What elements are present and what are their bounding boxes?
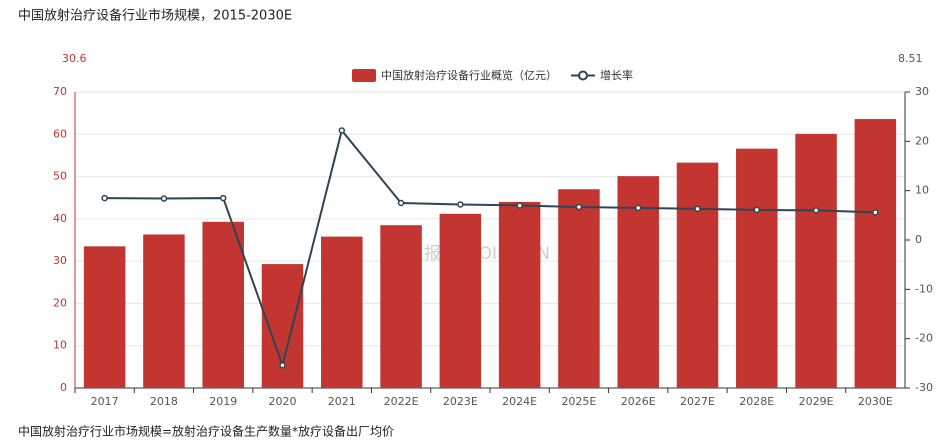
y-tick-label: 10 [53, 339, 67, 352]
bar [83, 246, 126, 388]
bar [558, 189, 600, 388]
y2-tick-label: -10 [915, 282, 933, 295]
y-tick-label: 20 [53, 296, 67, 309]
line-point [101, 194, 108, 202]
line-point [160, 195, 168, 202]
line-point [812, 207, 820, 214]
bar [202, 221, 244, 388]
line-point [753, 206, 761, 214]
line-point [397, 199, 405, 207]
bar [143, 234, 185, 388]
y-tick-label: 30 [53, 254, 67, 267]
y-tick-label: 60 [53, 127, 67, 140]
line-point [219, 194, 227, 202]
legend-label: 中国放射治疗设备行业概览（亿元） [381, 68, 557, 82]
y2-tick-label: 10 [915, 184, 929, 197]
y-tick-label: 0 [60, 381, 67, 394]
bar [854, 119, 897, 388]
x-tick-label: 2025E [561, 395, 596, 408]
line-point [872, 209, 879, 216]
line [104, 128, 876, 369]
line-point [457, 201, 464, 208]
y-tick-label: 70 [53, 85, 67, 98]
x-tick-label: 2027E [680, 395, 715, 408]
x-tick-label: 2020 [269, 395, 297, 408]
x-tick-label: 2028E [739, 395, 774, 408]
legend-swatch [352, 69, 376, 82]
y-tick-label: 50 [53, 170, 67, 183]
x-tick-label: 2026E [621, 395, 656, 408]
x-tick-label: 2029E [799, 395, 834, 408]
x-tick-label: 2024E [502, 395, 537, 408]
y-tick-label: 40 [53, 212, 67, 225]
line-point [634, 204, 642, 212]
bar [795, 133, 837, 388]
bar [321, 236, 363, 388]
legend-label: 增长率 [600, 68, 633, 82]
chart-title: 中国放射治疗设备行业市场规模，2015-2030E [18, 8, 292, 24]
line-point [694, 205, 701, 213]
y2-tick-label: 0 [915, 233, 922, 246]
x-tick-label: 2018 [150, 395, 178, 408]
x-tick-label: 2030E [858, 395, 893, 408]
y2-tick-label: -20 [915, 332, 933, 345]
x-tick-label: 2021 [328, 395, 356, 408]
y2-tick-label: -30 [915, 381, 933, 394]
footnote: 中国放射治疗行业市场规模=放射治疗设备生产数量*放疗设备出厂均价 [18, 424, 394, 439]
y2-tick-label: 30 [915, 85, 929, 98]
bar [617, 176, 659, 388]
line-point [338, 127, 346, 134]
line-point [575, 203, 583, 211]
bar [498, 201, 541, 388]
x-tick-label: 2019 [209, 395, 237, 408]
line-point [516, 202, 523, 209]
bar [676, 162, 719, 388]
y2-tick-label: 20 [915, 134, 929, 147]
legend-swatch [578, 70, 588, 81]
x-tick-label: 2022E [384, 395, 419, 408]
bar [380, 225, 422, 388]
line-point [279, 362, 286, 369]
right-annotation: 8.51 [898, 52, 923, 65]
x-tick-label: 2017 [91, 395, 119, 408]
bar [736, 148, 778, 388]
bar [439, 213, 482, 388]
left-annotation: 30.6 [62, 52, 87, 65]
x-tick-label: 2023E [443, 395, 478, 408]
